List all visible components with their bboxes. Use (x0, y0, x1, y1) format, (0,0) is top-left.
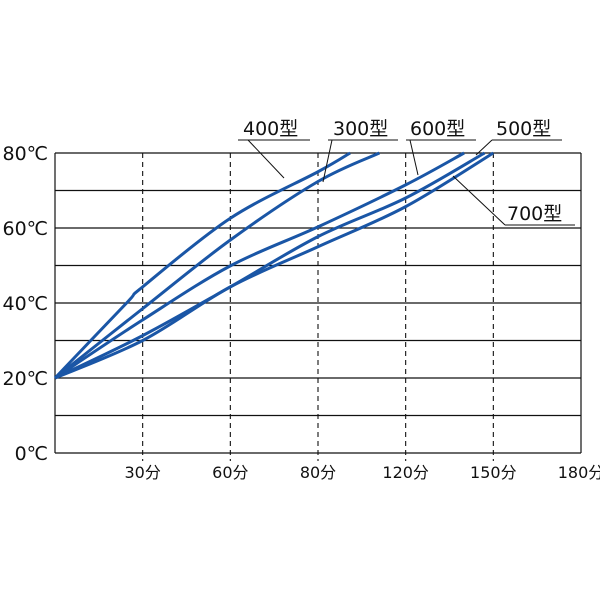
leader-line (475, 139, 493, 156)
series-line (54, 151, 465, 380)
leader-line (409, 139, 419, 176)
x-axis-labels: 30分 60分 80分 120分 150分 180分 (124, 463, 600, 482)
x-tick-label: 180分 (558, 463, 600, 482)
y-tick-label: 80℃ (2, 143, 48, 165)
leader-line (322, 139, 333, 183)
series-label: 400型 (243, 118, 298, 140)
y-tick-label: 60℃ (2, 218, 48, 240)
series-line (54, 151, 486, 380)
series-lines (53, 151, 495, 380)
series-label: 500型 (496, 118, 551, 140)
series-label: 700型 (507, 203, 562, 225)
series-label: 300型 (333, 118, 388, 140)
leader-line (452, 175, 506, 226)
y-tick-label: 0℃ (15, 443, 48, 465)
y-tick-label: 40℃ (2, 293, 48, 315)
y-axis-labels: 0℃ 20℃ 40℃ 60℃ 80℃ (2, 143, 48, 465)
series-line (54, 151, 380, 380)
x-tick-label: 30分 (124, 463, 160, 482)
series-line (53, 151, 351, 380)
series-line (54, 151, 495, 380)
x-tick-label: 120分 (382, 463, 429, 482)
leader-line (247, 139, 285, 179)
series-label: 600型 (410, 118, 465, 140)
series-labels: 400型 300型 600型 500型 700型 (238, 118, 575, 226)
x-tick-label: 80分 (300, 463, 336, 482)
y-tick-label: 20℃ (2, 368, 48, 390)
x-tick-label: 60分 (212, 463, 248, 482)
x-tick-label: 150分 (470, 463, 517, 482)
grid (54, 152, 582, 461)
